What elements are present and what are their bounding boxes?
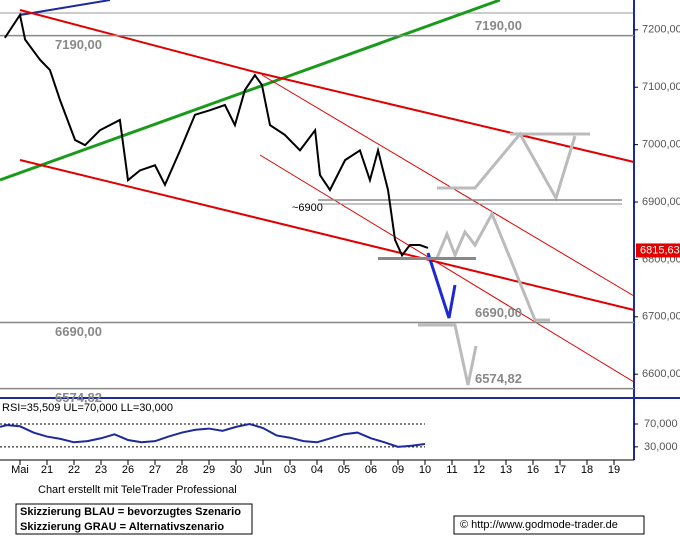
x-tick-label: 13 — [500, 464, 512, 476]
x-tick-label: 28 — [176, 464, 188, 476]
x-tick-label: 12 — [473, 464, 485, 476]
level-label: 6690,00 — [475, 305, 522, 320]
y-tick-label: 7200,00 — [642, 24, 680, 36]
x-tick-label: Jun — [254, 464, 272, 476]
x-tick-label: 16 — [527, 464, 539, 476]
x-tick-label: 27 — [149, 464, 161, 476]
red-channel — [261, 74, 635, 297]
y-tick-label: 7000,00 — [642, 139, 680, 151]
x-tick-label: 10 — [419, 464, 431, 476]
credit: Chart erstellt mit TeleTrader Profession… — [38, 484, 237, 496]
rsi-line — [0, 422, 426, 448]
last-price-box — [636, 243, 680, 258]
level-label: 7190,00 — [475, 18, 522, 33]
rsi-title: RSI=35,509 UL=70,000 LL=30,000 — [2, 402, 173, 414]
y-tick-label: 6600,00 — [642, 368, 680, 380]
x-tick-label: 22 — [68, 464, 80, 476]
green-trendline — [0, 0, 501, 182]
red-trendline — [19, 9, 256, 73]
x-tick-label: 05 — [338, 464, 350, 476]
x-tick-label: 09 — [392, 464, 404, 476]
source: © http://www.godmode-trader.de — [460, 519, 618, 531]
x-tick-label: 18 — [581, 464, 593, 476]
x-tick-label: 11 — [446, 464, 457, 476]
annotation: ~6900 — [292, 202, 323, 214]
legend-box — [15, 503, 253, 535]
x-tick-label: Mai — [11, 464, 29, 476]
last-price-label: 6815,63 — [640, 244, 680, 256]
red-trendline — [19, 159, 635, 311]
x-tick-label: 03 — [284, 464, 296, 476]
level-label: 6574,82 — [475, 371, 522, 386]
x-tick-label: 23 — [95, 464, 107, 476]
gray-scenario — [418, 323, 478, 386]
legend-blue: Skizzierung BLAU = bevorzugtes Szenario — [20, 506, 241, 518]
y-tick-label: 70,000 — [644, 418, 678, 430]
x-tick-label: 21 — [41, 464, 53, 476]
x-tick-label: 26 — [122, 464, 134, 476]
level-label: 6690,00 — [55, 324, 102, 339]
price-line — [4, 12, 429, 258]
x-tick-label: 30 — [230, 464, 242, 476]
red-channel — [259, 154, 635, 383]
y-tick-label: 30,000 — [644, 441, 678, 453]
x-tick-label: 19 — [608, 464, 620, 476]
x-tick-label: 17 — [554, 464, 566, 476]
level-label: 7190,00 — [55, 37, 102, 52]
x-tick-label: 04 — [311, 464, 323, 476]
legend-gray: Skizzierung GRAU = Alternativszenario — [20, 521, 224, 533]
level-label: 6574,82 — [55, 390, 102, 405]
blue-trendline — [19, 0, 111, 16]
x-tick-label: 06 — [365, 464, 377, 476]
blue-scenario — [426, 252, 457, 319]
trend-drawings — [0, 0, 635, 386]
y-tick-label: 6900,00 — [642, 196, 680, 208]
x-tick-label: 29 — [203, 464, 215, 476]
source-box — [453, 515, 645, 535]
gray-scenario — [435, 210, 550, 322]
y-tick-label: 7100,00 — [642, 81, 680, 93]
y-tick-label: 6700,00 — [642, 311, 680, 323]
